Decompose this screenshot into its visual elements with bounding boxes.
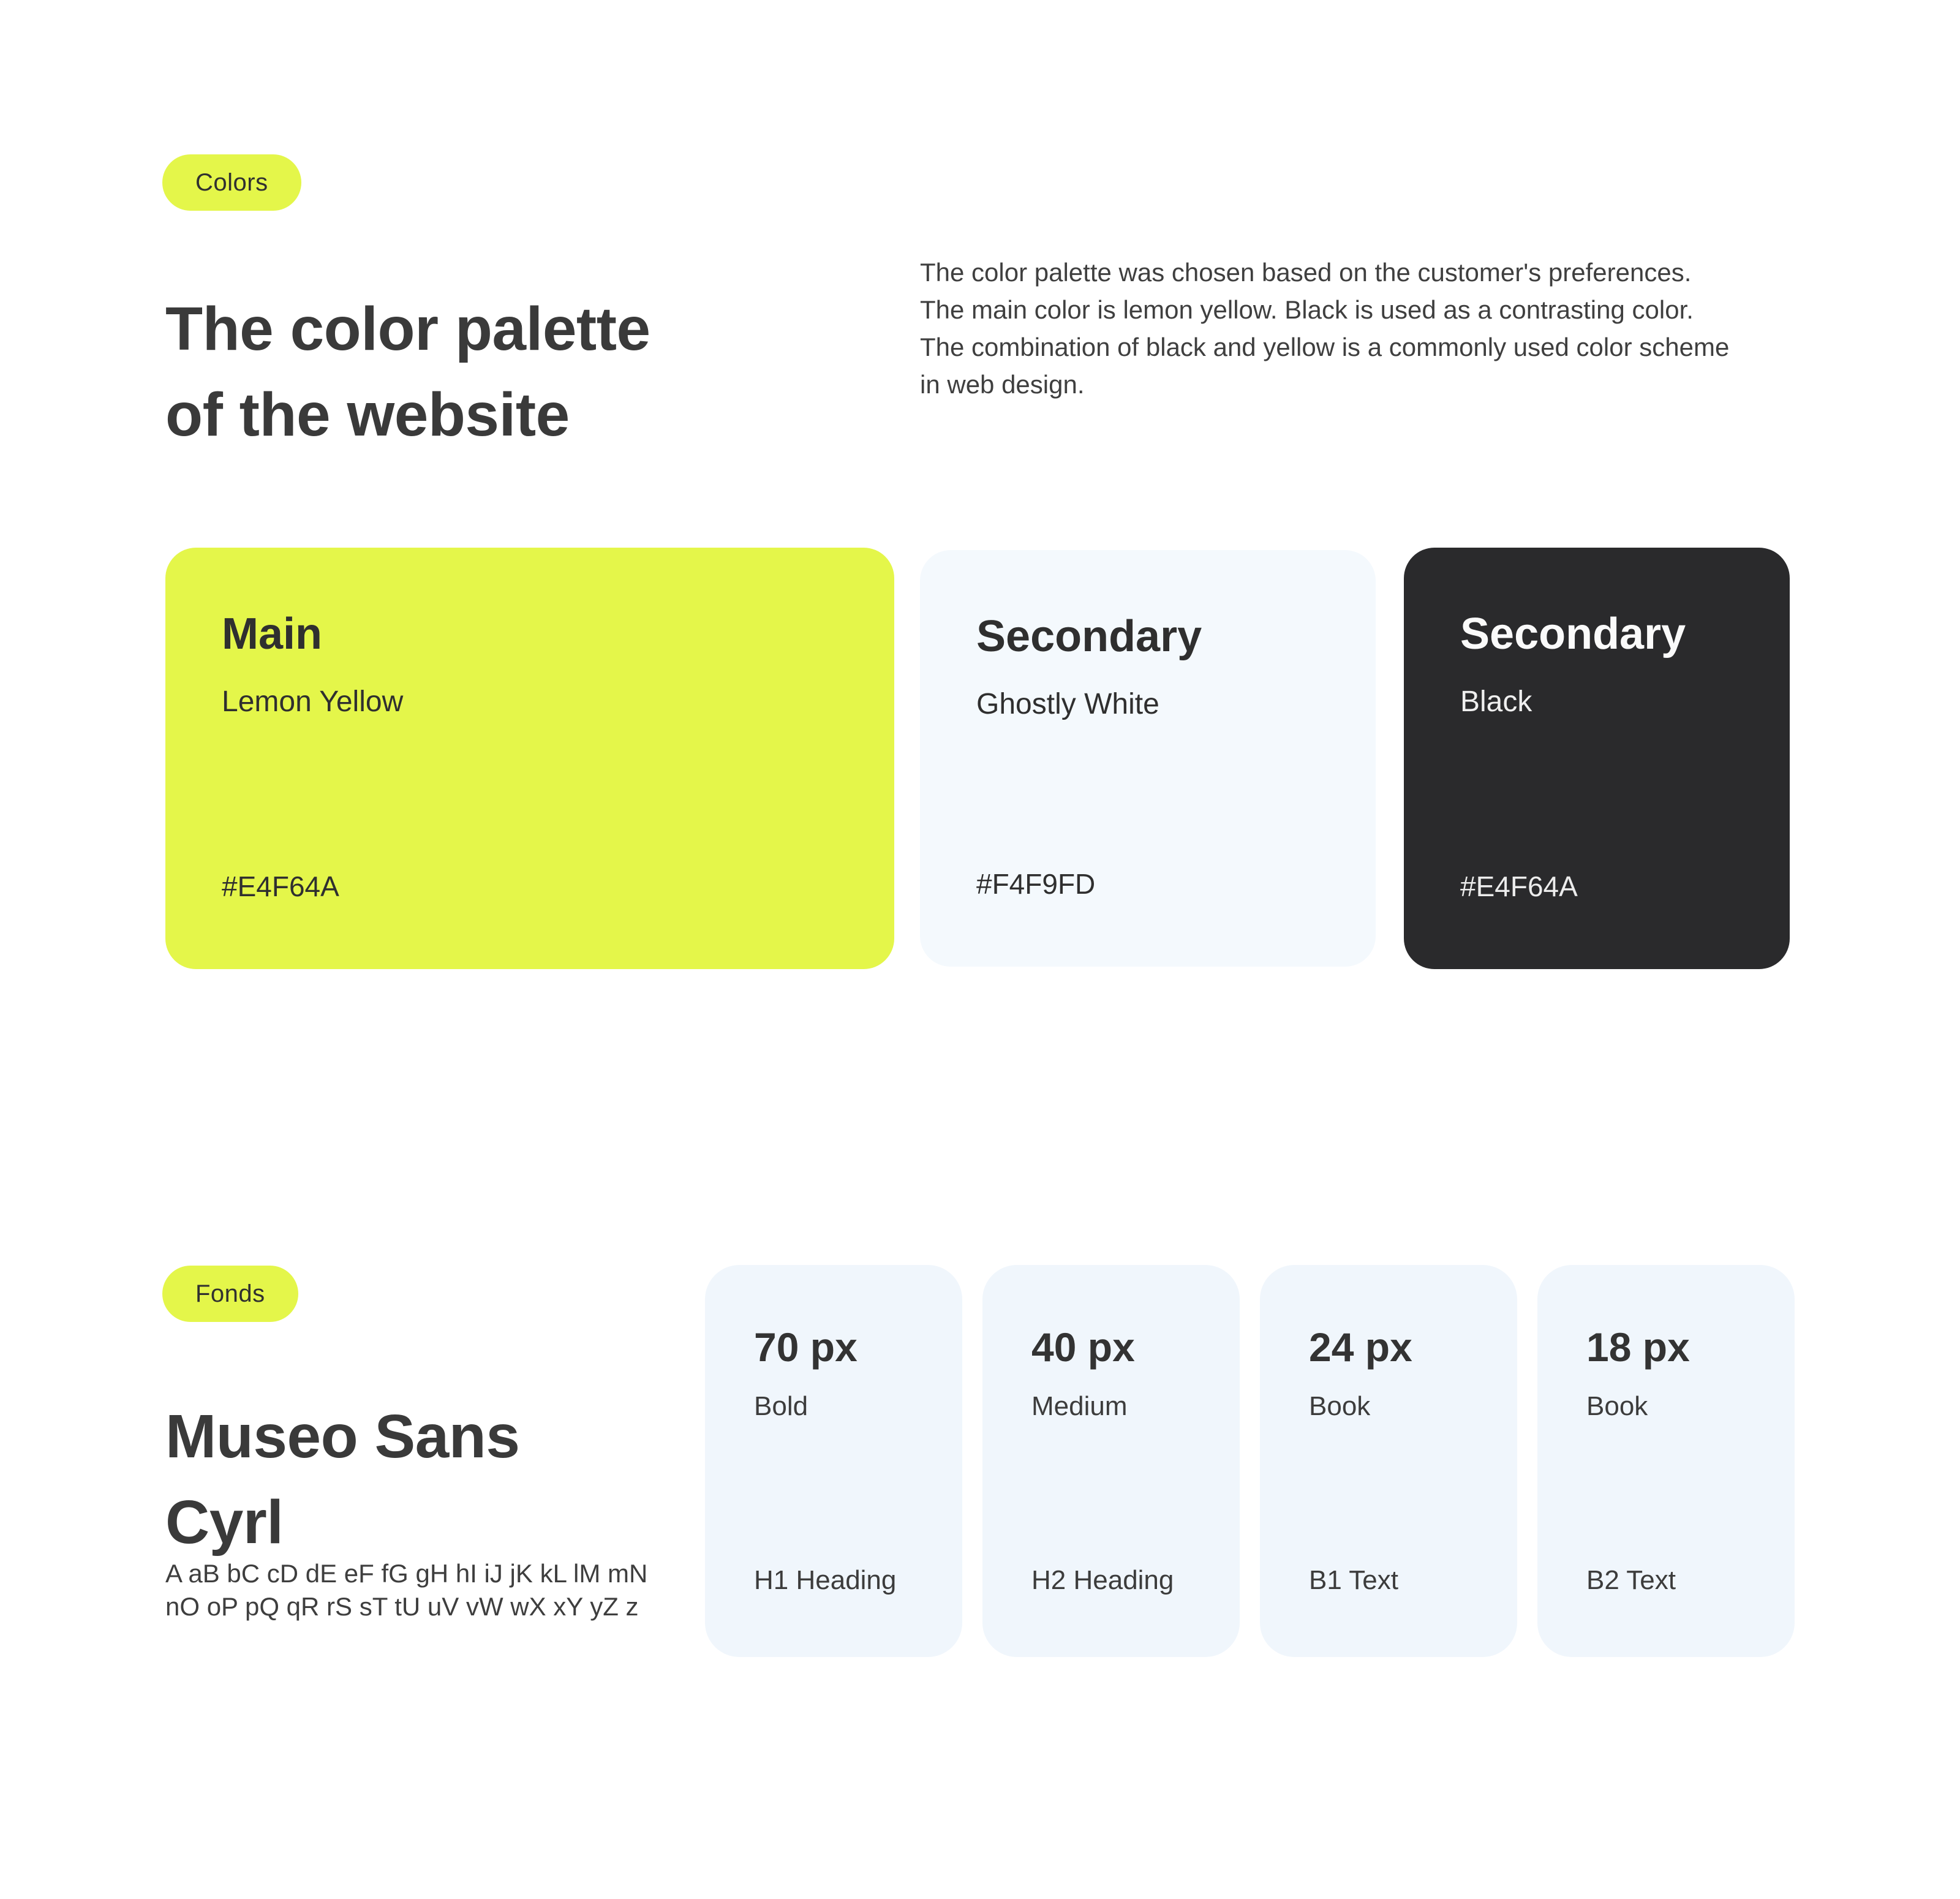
font-card-h1-usage: H1 Heading bbox=[754, 1565, 897, 1595]
color-card-main-hex: #E4F64A bbox=[222, 870, 339, 902]
font-card-b2: 18 px Book B2 Text bbox=[1537, 1265, 1795, 1657]
colors-section-badge: Colors bbox=[162, 154, 301, 211]
font-card-h2-weight: Medium bbox=[1031, 1391, 1128, 1421]
color-card-ghostly-white-name: Ghostly White bbox=[976, 687, 1159, 720]
fonts-heading-line1: Museo Sans bbox=[165, 1402, 520, 1471]
color-card-ghostly-white-hex: #F4F9FD bbox=[976, 868, 1096, 900]
font-specimen-line2: nO oP pQ qR rS sT tU uV vW wX xY yZ z bbox=[165, 1592, 639, 1621]
font-card-b2-weight: Book bbox=[1586, 1391, 1648, 1421]
colors-heading-line1: The color palette bbox=[165, 295, 650, 363]
font-specimen-line1: A aB bC cD dE eF fG gH hI iJ jK kL lM mN bbox=[165, 1559, 648, 1588]
font-card-h2: 40 px Medium H2 Heading bbox=[982, 1265, 1240, 1657]
color-card-ghostly-white-title: Secondary bbox=[976, 612, 1202, 661]
color-card-black-hex: #E4F64A bbox=[1460, 870, 1578, 902]
color-card-black-title: Secondary bbox=[1460, 610, 1686, 659]
fonts-badge-label: Fonds bbox=[195, 1280, 265, 1307]
colors-heading: The color palette of the website bbox=[165, 286, 650, 458]
font-card-b1: 24 px Book B1 Text bbox=[1260, 1265, 1517, 1657]
font-card-b1-usage: B1 Text bbox=[1309, 1565, 1398, 1595]
fonts-heading-line2: Cyrl bbox=[165, 1488, 284, 1557]
fonts-heading: Museo Sans Cyrl bbox=[165, 1394, 520, 1565]
color-card-black-name: Black bbox=[1460, 685, 1532, 718]
font-card-h1-size: 70 px bbox=[754, 1324, 858, 1370]
colors-description: The color palette was chosen based on th… bbox=[920, 258, 1730, 399]
colors-heading-line2: of the website bbox=[165, 380, 570, 449]
color-card-main-title: Main bbox=[222, 610, 323, 659]
color-card-main: Main Lemon Yellow #E4F64A bbox=[165, 548, 894, 969]
font-card-h1-weight: Bold bbox=[754, 1391, 809, 1421]
font-card-h1: 70 px Bold H1 Heading bbox=[705, 1265, 962, 1657]
color-card-main-name: Lemon Yellow bbox=[222, 685, 404, 718]
color-card-black: Secondary Black #E4F64A bbox=[1404, 548, 1790, 969]
color-card-ghostly-white: Secondary Ghostly White #F4F9FD bbox=[920, 550, 1376, 967]
font-card-b2-size: 18 px bbox=[1586, 1324, 1690, 1370]
font-card-h2-usage: H2 Heading bbox=[1031, 1565, 1174, 1595]
font-specimen: A aB bC cD dE eF fG gH hI iJ jK kL lM mN… bbox=[165, 1557, 647, 1623]
font-card-b1-weight: Book bbox=[1309, 1391, 1371, 1421]
fonts-section-badge: Fonds bbox=[162, 1266, 298, 1322]
font-card-h2-size: 40 px bbox=[1031, 1324, 1135, 1370]
colors-badge-label: Colors bbox=[195, 168, 268, 196]
font-card-b2-usage: B2 Text bbox=[1586, 1565, 1676, 1595]
font-card-b1-size: 24 px bbox=[1309, 1324, 1412, 1370]
